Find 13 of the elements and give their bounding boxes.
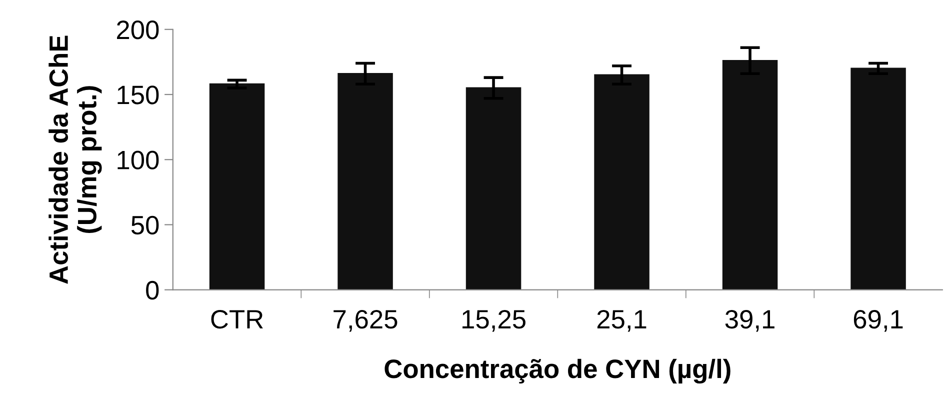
x-tick-label: CTR bbox=[211, 310, 263, 329]
x-tick-label: 25,1 bbox=[597, 310, 646, 332]
x-tick-label: 69,1 bbox=[854, 310, 903, 332]
y-axis-title: Actividade da AChE (U/mg prot.) bbox=[48, 36, 102, 284]
y-tick-label: 150 bbox=[118, 86, 159, 104]
y-tick-label: 50 bbox=[131, 216, 159, 235]
x-tick-label: 39,1 bbox=[725, 310, 774, 332]
y-tick-label: 200 bbox=[117, 20, 159, 40]
x-tick-label: 15,25 bbox=[462, 310, 526, 332]
y-tick-label: 100 bbox=[118, 150, 159, 170]
x-tick-label: 7,625 bbox=[334, 310, 398, 332]
x-axis-title: Concentração de CYN (µg/l) bbox=[384, 358, 730, 384]
y-tick-label: 0 bbox=[146, 280, 159, 300]
